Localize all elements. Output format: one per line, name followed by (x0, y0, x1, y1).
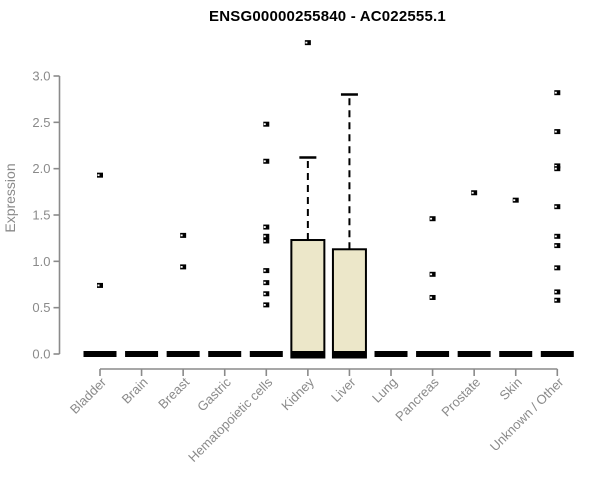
outlier-point-unknown-other (554, 265, 561, 271)
y-tick-label: 2.0 (32, 161, 50, 176)
median-bar-skin (499, 351, 533, 357)
outlier-point-notch (554, 130, 557, 133)
outlier-point-unknown-other (554, 233, 561, 239)
median-bar-hematopoietic-cells (249, 351, 283, 357)
outlier-point-notch (513, 199, 516, 202)
median-bar-bladder (83, 351, 117, 357)
y-tick-label: 0.0 (32, 347, 50, 362)
outlier-point-unknown-other (554, 243, 561, 249)
outlier-point-notch (554, 291, 557, 293)
outlier-point-notch (554, 266, 557, 269)
x-tick-label-bladder: Bladder (67, 374, 110, 417)
outlier-point-kidney (304, 40, 311, 46)
outlier-point-unknown-other (554, 90, 561, 96)
y-tick-label: 3.0 (32, 68, 50, 83)
outlier-point-breast (180, 232, 187, 238)
box-liver (331, 248, 367, 359)
outlier-point-prostate (471, 190, 478, 196)
outlier-point-notch (97, 174, 100, 177)
x-tick-label-lung: Lung (369, 375, 400, 406)
outlier-point-notch (263, 226, 266, 228)
outlier-point-pancreas (429, 216, 436, 222)
outlier-point-hematopoietic-cells (263, 224, 270, 230)
median-bar-breast (166, 351, 200, 357)
x-tick-label-pancreas: Pancreas (392, 374, 442, 424)
outlier-point-notch (430, 296, 433, 299)
outlier-point-notch (263, 292, 266, 295)
outlier-point-notch (263, 281, 266, 284)
outlier-point-unknown-other (554, 289, 561, 295)
y-tick-label: 0.5 (32, 300, 50, 315)
outlier-point-hematopoietic-cells (263, 238, 270, 244)
outlier-point-pancreas (429, 271, 436, 277)
y-tick-label: 1.5 (32, 207, 50, 222)
outlier-point-notch (471, 191, 474, 194)
chart-title: ENSG00000255840 - AC022555.1 (209, 8, 446, 25)
outlier-point-notch (180, 234, 183, 237)
x-tick-label-skin: Skin (496, 375, 524, 403)
x-tick-label-gastric: Gastric (194, 374, 234, 414)
outlier-point-hematopoietic-cells (263, 158, 270, 164)
outlier-point-breast (180, 264, 187, 270)
outlier-point-notch (554, 91, 557, 94)
outlier-point-notch (554, 299, 557, 302)
outlier-point-unknown-other (554, 297, 561, 303)
x-tick-label-unknown-other: Unknown / Other (487, 374, 567, 454)
outlier-point-notch (263, 123, 266, 126)
median-bar-brain (125, 351, 159, 357)
x-tick-label-brain: Brain (119, 375, 151, 407)
x-tick-label-breast: Breast (155, 374, 192, 411)
median-bar-prostate (457, 351, 491, 357)
outlier-point-notch (263, 303, 266, 306)
median-bar-unknown-other (540, 351, 574, 357)
outlier-point-bladder (97, 172, 103, 178)
outlier-point-pancreas (429, 294, 436, 300)
box-kidney (290, 239, 326, 359)
outlier-point-bladder (97, 282, 103, 288)
outlier-point-unknown-other (554, 163, 561, 169)
outlier-point-hematopoietic-cells (263, 291, 270, 297)
median-bar-lung (374, 351, 408, 357)
outlier-point-hematopoietic-cells (263, 121, 270, 127)
outlier-point-notch (554, 167, 557, 170)
y-tick-label: 1.0 (32, 254, 50, 269)
outlier-point-hematopoietic-cells (263, 233, 270, 239)
outlier-point-notch (180, 265, 183, 268)
y-tick-label: 2.5 (32, 115, 50, 130)
outlier-point-notch (554, 205, 557, 208)
outlier-point-notch (97, 284, 100, 287)
median-bar-pancreas (416, 351, 450, 357)
outlier-point-hematopoietic-cells (263, 302, 270, 308)
outlier-point-notch (263, 240, 266, 242)
median-bar-kidney (291, 351, 325, 357)
outlier-point-notch (263, 235, 266, 238)
x-tick-label-liver: Liver (328, 374, 359, 405)
outlier-point-notch (554, 244, 557, 247)
outlier-point-unknown-other (554, 129, 561, 135)
outlier-point-notch (554, 235, 557, 238)
outlier-point-hematopoietic-cells (263, 280, 270, 286)
outlier-point-notch (263, 269, 266, 272)
x-tick-label-kidney: Kidney (278, 374, 317, 413)
outlier-point-notch (263, 160, 266, 163)
outlier-point-notch (554, 164, 557, 167)
median-bar-liver (332, 351, 366, 357)
outlier-point-hematopoietic-cells (263, 268, 270, 274)
outlier-point-unknown-other (554, 166, 561, 172)
outlier-point-unknown-other (554, 204, 561, 210)
outlier-point-notch (430, 217, 433, 220)
outlier-point-notch (305, 41, 308, 44)
outlier-point-notch (430, 273, 433, 276)
median-bar-gastric (208, 351, 242, 357)
x-tick-label-prostate: Prostate (438, 375, 483, 420)
outlier-point-skin (512, 197, 519, 203)
